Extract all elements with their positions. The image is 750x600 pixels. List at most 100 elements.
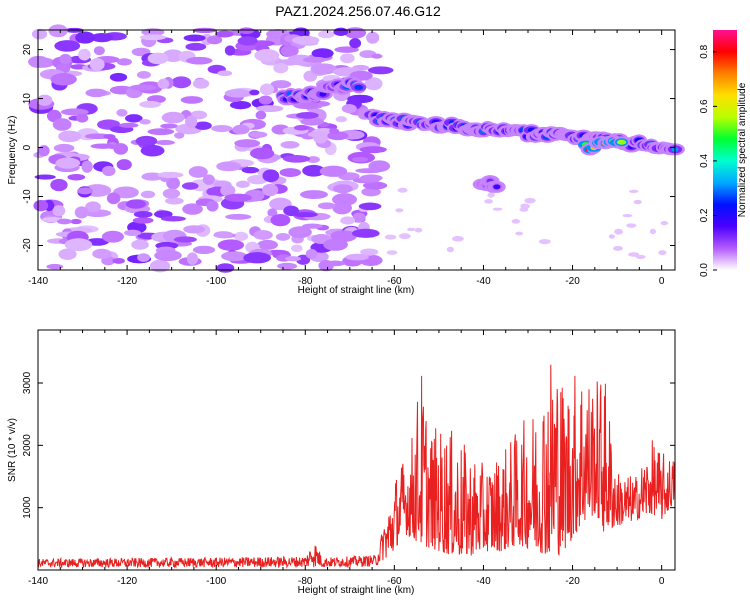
spectrogram-cell [362, 181, 388, 190]
spectrogram-cell [216, 263, 235, 273]
spectrogram-cell [613, 246, 623, 251]
spectrogram-cell [312, 130, 328, 144]
spectrogram-cell [154, 249, 182, 262]
spectrogram-cell [340, 53, 355, 64]
spectrogram-cell [293, 211, 318, 218]
spectrogram-cell [38, 145, 50, 157]
spectrogram-cell [285, 256, 302, 262]
spectrogram-cell [366, 31, 380, 44]
spectrogram-cell [446, 246, 454, 253]
spectrogram-cell [139, 100, 161, 108]
spectrogram-cell [358, 202, 382, 211]
spectrogram-cell [90, 143, 116, 149]
spectrogram-cell [132, 217, 154, 224]
spectrogram-cell [31, 28, 48, 40]
spectrogram-cell [58, 248, 77, 260]
spectrogram-cell [90, 33, 114, 43]
spectrogram-cell [355, 168, 383, 174]
spectrogram-cell [173, 236, 197, 243]
spectrogram-cell [319, 165, 348, 177]
spectrogram-cell [157, 171, 184, 179]
colorbar-tick-label: 0.4 [699, 154, 710, 168]
spectrogram-cell [140, 190, 156, 199]
spectrogram-cell [354, 84, 364, 90]
spectrogram-cell [139, 119, 151, 125]
spectrogram-cell [116, 108, 128, 117]
spectrogram-cell [220, 184, 236, 197]
spectrogram-cell [216, 161, 242, 172]
spectrogram-cell [137, 253, 150, 262]
spectrogram-cell [74, 206, 89, 219]
snr-panel: -140 -120 -100 -80 -60 -40 -20 0 1000 2000 3000 He… [7, 329, 676, 596]
spectrogram-cell [249, 131, 268, 138]
spectrogram-cell [249, 147, 275, 160]
spectrogram-cell [234, 139, 261, 148]
spectrogram-cell [275, 233, 291, 241]
spectrogram-cell [249, 89, 260, 96]
spectrogram-cell [317, 202, 336, 210]
spectrogram-frame [37, 29, 676, 271]
spectrogram-cell [133, 211, 153, 218]
spectrogram-cell [192, 78, 210, 89]
spectrogram-cell [616, 139, 627, 145]
spectrogram-cell [341, 104, 357, 114]
spectrogram-cell [182, 203, 203, 215]
spectrogram-cell [161, 111, 185, 124]
spectrogram-cell [237, 36, 258, 46]
snr-x-axis-label: Height of straight line (km) [298, 585, 415, 596]
spectrogram-cell [280, 140, 300, 149]
spectrogram-cell [335, 116, 347, 123]
spectrogram-cell [334, 46, 359, 53]
snr-x-tick-label: -120 [117, 576, 137, 587]
spectrogram-cell [139, 34, 167, 41]
spectrogram-cell [291, 35, 320, 45]
spectrogram-cell [50, 178, 68, 192]
spectrogram-cell [364, 77, 383, 91]
spectrogram-cell [622, 214, 633, 218]
spectrogram-y-axis-label: Frequency (Hz) [7, 116, 18, 185]
spectrogram-cell [112, 257, 125, 264]
spectrogram-cell [125, 114, 143, 123]
spectrogram-cell [296, 254, 311, 265]
spectrogram-cell [628, 189, 639, 194]
spectrogram-cell [511, 219, 521, 224]
spectrogram-cell [171, 76, 192, 89]
spectrogram-cell [293, 124, 310, 131]
spectrogram-cell [186, 56, 213, 65]
spectrogram-cell [48, 24, 68, 38]
colorbar-tick-label: 0.6 [699, 99, 710, 113]
spectrogram-x-tick-label: -100 [206, 276, 226, 287]
spectrogram-cell [239, 27, 254, 35]
spectrogram-cell [75, 31, 96, 44]
spectrogram-cell [258, 95, 273, 105]
spectrogram-cell [230, 100, 252, 110]
spectrogram-cell [359, 174, 383, 182]
spectrogram-cell [361, 187, 381, 197]
spectrogram-cell [395, 208, 404, 213]
spectrogram-cell [352, 212, 366, 223]
spectrogram-cell [333, 27, 349, 37]
spectrogram-cell [192, 245, 216, 255]
spectrogram-x-tick-label: -80 [298, 276, 313, 287]
spectrogram-cell [206, 200, 219, 212]
snr-y-tick-label: 2000 [22, 434, 33, 457]
spectrogram-cell [28, 55, 50, 68]
spectrogram-cell [106, 192, 121, 205]
spectrogram-cell [270, 80, 292, 89]
spectrogram-cell [300, 117, 325, 126]
spectrogram-cell [628, 252, 640, 257]
colorbar-gradient [713, 30, 737, 270]
spectrogram-cell [328, 128, 340, 134]
spectrogram-cell [287, 54, 314, 66]
spectrogram-cell [332, 193, 357, 206]
spectrogram-cell [633, 199, 642, 205]
spectrogram-cell [165, 197, 184, 205]
spectrogram-cell [538, 238, 551, 245]
spectrogram-cell [125, 199, 146, 209]
spectrogram-cell [232, 124, 250, 135]
spectrogram-cell [262, 169, 280, 183]
spectrogram-cell [70, 218, 82, 225]
spectrogram-cell [384, 234, 397, 240]
spectrogram-y-tick-label: 20 [22, 44, 33, 56]
spectrogram-cell [211, 124, 233, 133]
